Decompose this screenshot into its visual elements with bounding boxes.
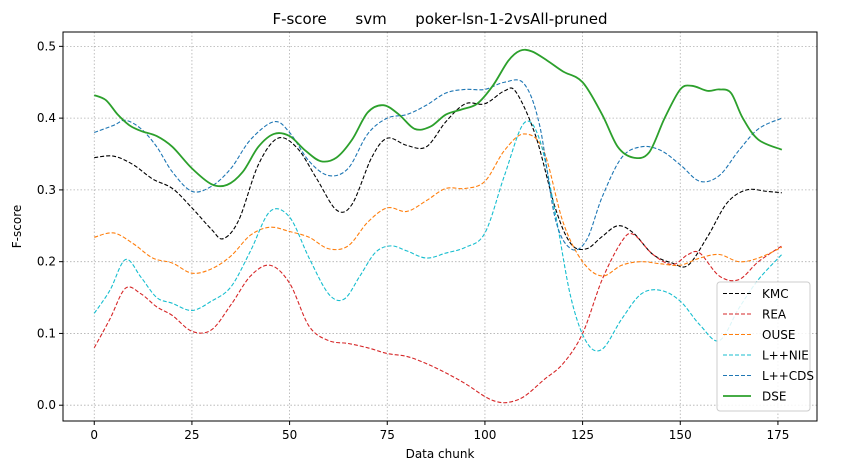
series-line-lppcds [94, 79, 783, 251]
series-line-dse [93, 48, 783, 188]
y-tick-label: 0.0 [37, 398, 56, 412]
series-layer [93, 48, 783, 404]
x-tick-label: 25 [184, 428, 199, 442]
series-line-kmc [94, 87, 782, 268]
series-line-lppnie [93, 120, 783, 352]
x-tick-label: 125 [571, 428, 594, 442]
legend-label-rea: REA [762, 308, 787, 322]
y-tick-label: 0.1 [37, 326, 56, 340]
x-tick-label: 0 [90, 428, 98, 442]
plot-frame [62, 31, 818, 422]
legend: KMC REA OUSE L++NIE L++CDS DSE [716, 281, 814, 412]
legend-label-lppnie: L++NIE [762, 349, 809, 363]
y-tick-label: 0.2 [37, 255, 56, 269]
y-tick-label: 0.5 [37, 39, 56, 53]
x-tick-label: 150 [669, 428, 692, 442]
y-tick-label: 0.3 [37, 183, 56, 197]
x-tick-label: 75 [380, 428, 395, 442]
x-axis-label: Data chunk [406, 447, 475, 461]
legend-label-kmc: KMC [762, 287, 789, 301]
chart-title: F-score svm poker-lsn-1-2vsAll-pruned [272, 10, 607, 28]
x-tick-label: 50 [282, 428, 297, 442]
y-axis-label: F-score [10, 205, 24, 248]
x-tick-label: 100 [473, 428, 496, 442]
legend-label-dse: DSE [762, 390, 786, 404]
series-line-rea [93, 233, 783, 404]
series-line-ouse [94, 133, 783, 277]
y-axis-ticks: 0.0 0.1 0.2 0.3 0.4 0.5 [37, 39, 63, 412]
legend-label-ouse: OUSE [762, 328, 795, 342]
y-tick-label: 0.4 [37, 111, 56, 125]
x-tick-label: 175 [766, 428, 789, 442]
legend-box [716, 281, 811, 412]
legend-label-lppcds: L++CDS [762, 369, 814, 383]
x-axis-ticks: 0 25 50 75 100 125 150 175 [90, 421, 789, 442]
